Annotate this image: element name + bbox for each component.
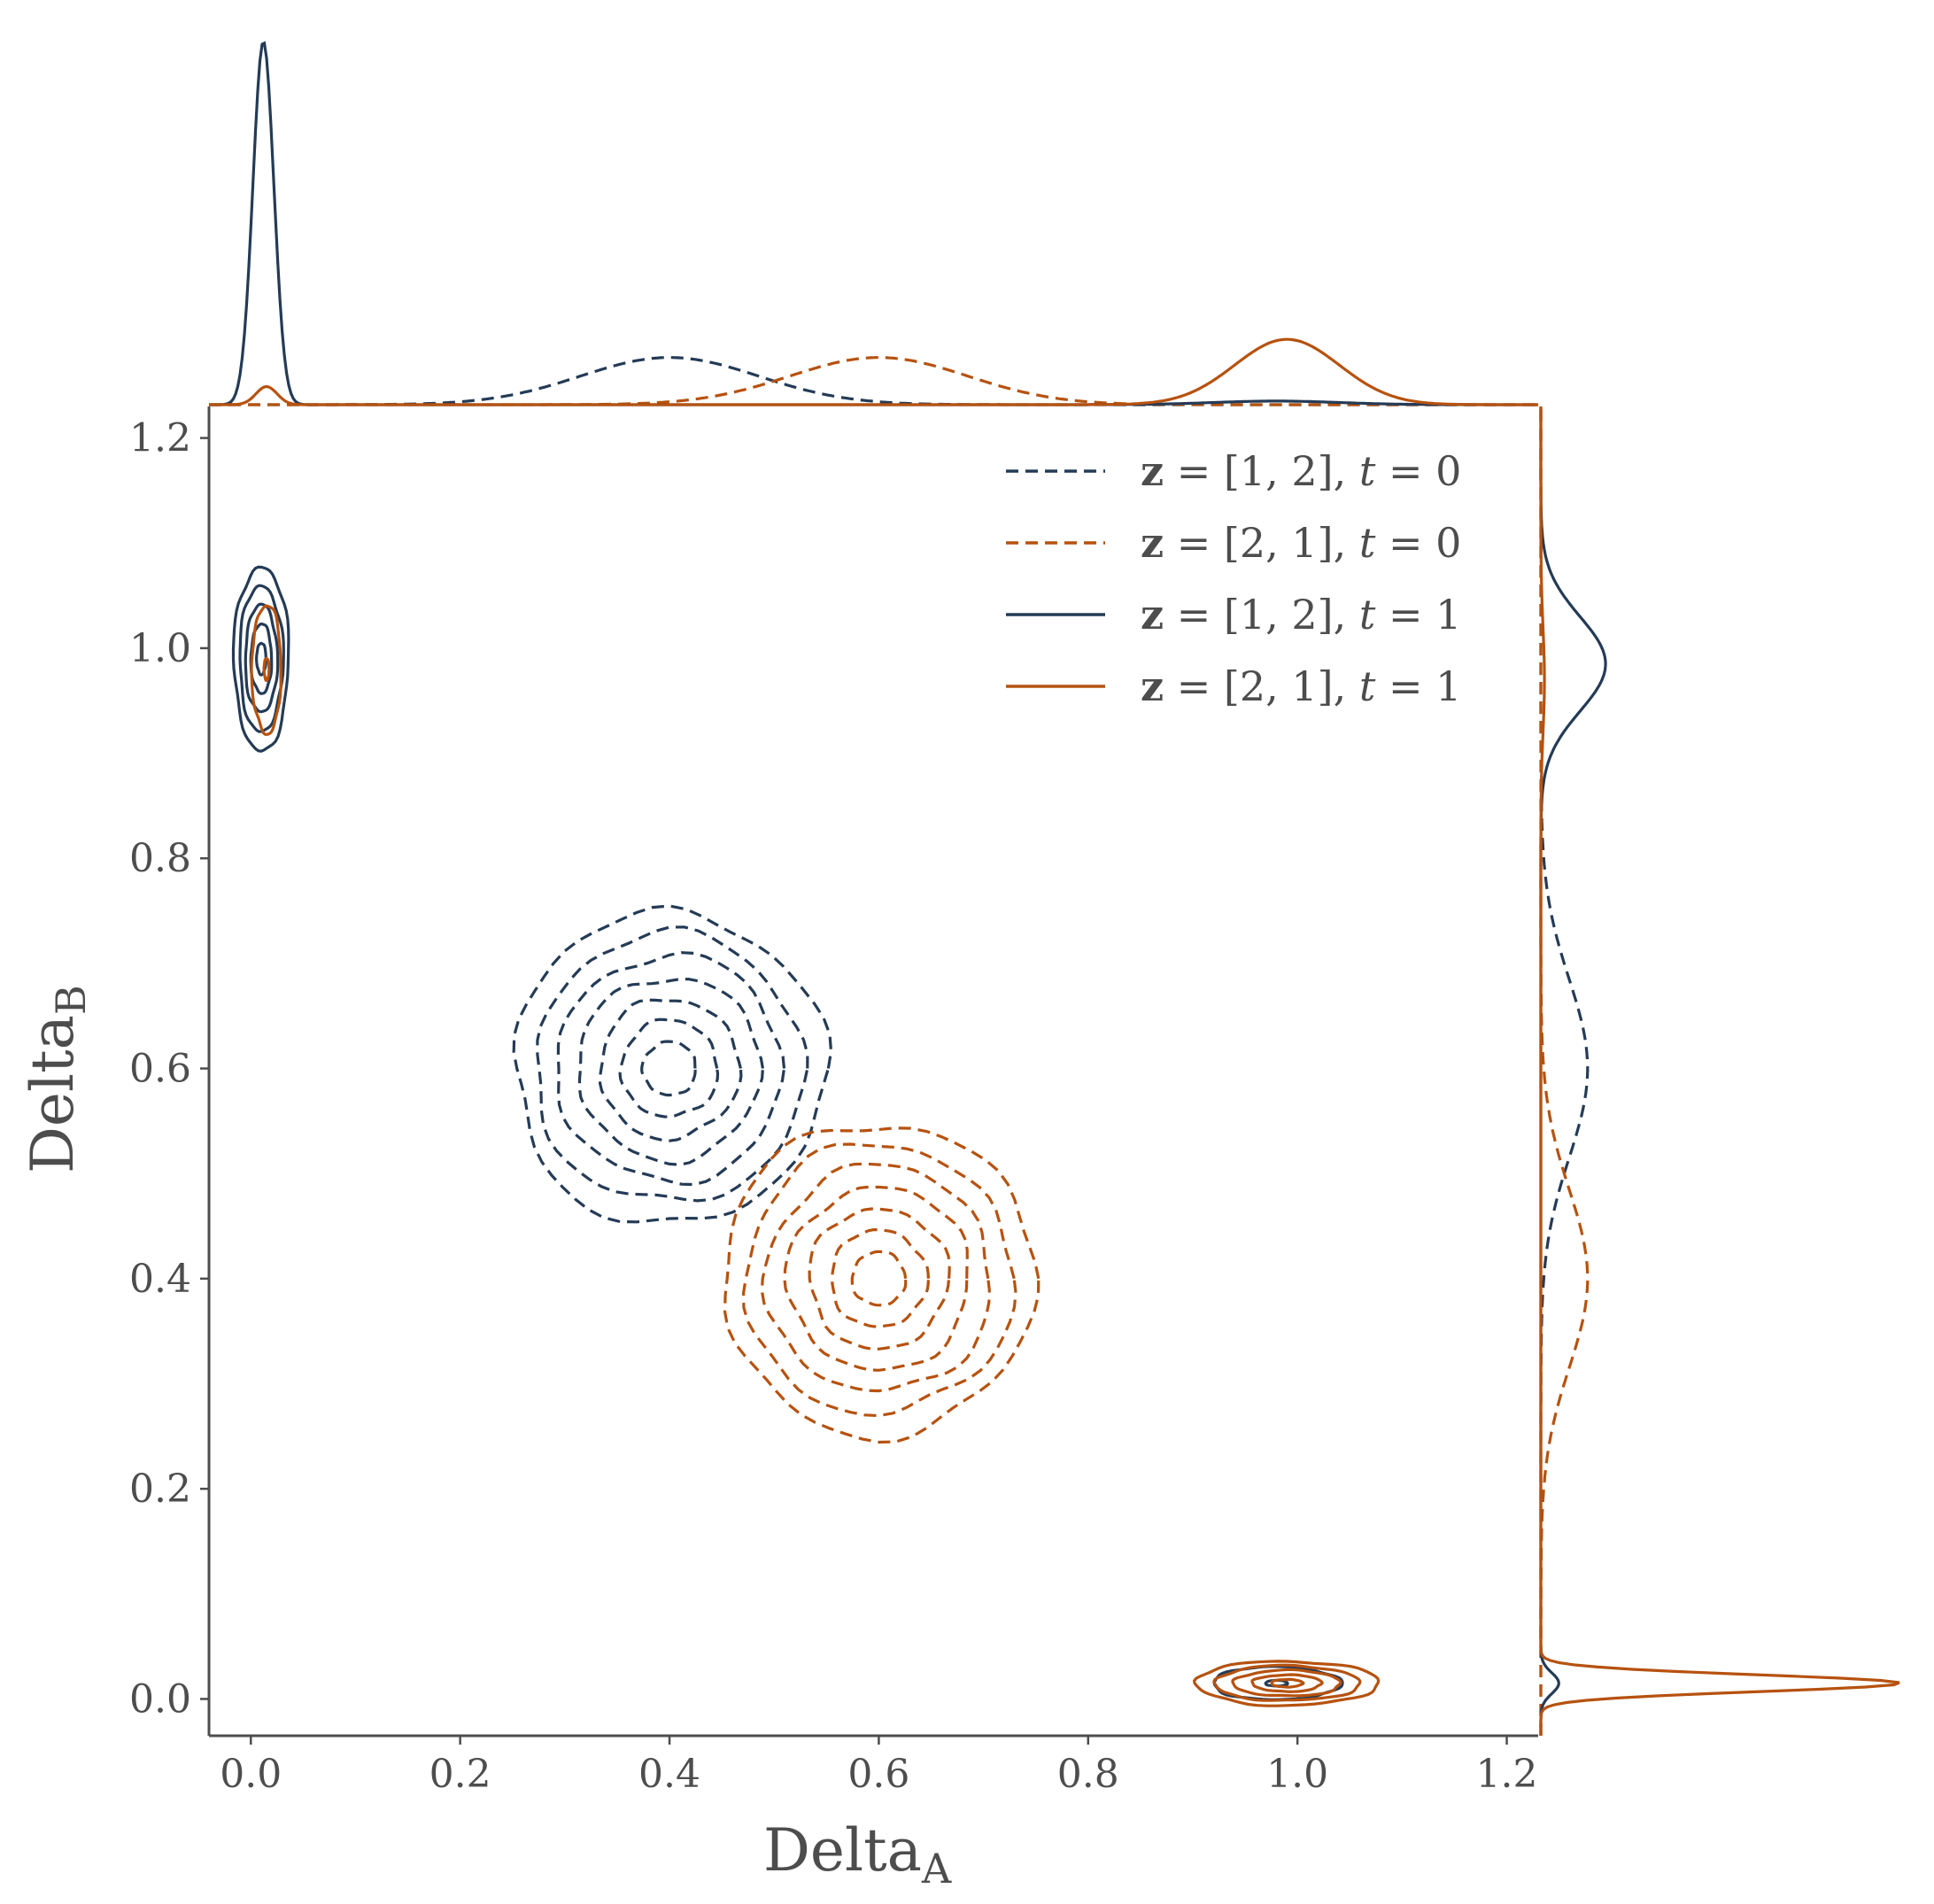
legend: z = [1, 2], t = 0 z = [2, 1], t = 0 z = [1… bbox=[1006, 447, 1461, 710]
right-marginal-curve bbox=[1539, 406, 1590, 1736]
contour-line bbox=[760, 1162, 991, 1393]
contour-layer bbox=[231, 565, 1381, 1707]
legend-label: z = [2, 1], t = 1 bbox=[1141, 662, 1461, 710]
contour-line bbox=[808, 1207, 951, 1351]
y-tick-label: 1.2 bbox=[129, 416, 191, 461]
right-marginal-curve bbox=[1539, 406, 1900, 1736]
contour-line bbox=[512, 904, 833, 1224]
top-marginal-curve bbox=[209, 41, 1538, 406]
contour-line bbox=[231, 565, 290, 753]
y-tick-label: 0.0 bbox=[129, 1676, 191, 1722]
contour-line bbox=[250, 604, 282, 737]
legend-label: z = [1, 2], t = 1 bbox=[1141, 591, 1461, 639]
contour-line bbox=[1270, 1677, 1305, 1689]
contour-line bbox=[1250, 1673, 1324, 1693]
right-marginal-curve bbox=[1539, 406, 1590, 1736]
contour-line bbox=[556, 951, 786, 1187]
contour-line bbox=[536, 925, 809, 1203]
right-marginal-curve bbox=[1539, 406, 1607, 1736]
contour-line bbox=[238, 584, 285, 733]
right-marginal-density bbox=[1539, 406, 1900, 1736]
x-axis-title: DeltaA bbox=[763, 1816, 952, 1892]
x-tick-label: 1.0 bbox=[1266, 1752, 1328, 1797]
contour-line bbox=[741, 1142, 1017, 1418]
contour-line bbox=[262, 656, 271, 683]
contour-line bbox=[1231, 1668, 1342, 1698]
y-tick-label: 0.4 bbox=[129, 1257, 191, 1302]
contour-line bbox=[577, 977, 765, 1166]
x-tick-label: 0.2 bbox=[429, 1752, 491, 1797]
main-axes: 0.0 0.2 0.4 0.6 0.8 1.0 1.2 0.0 0.2 0.4 0.6 0.8 1.0… bbox=[129, 406, 1538, 1797]
contour-line bbox=[850, 1250, 908, 1307]
y-axis-title: DeltaB bbox=[19, 985, 95, 1173]
top-marginal-curve bbox=[209, 337, 1538, 406]
x-tick-label: 0.6 bbox=[847, 1752, 909, 1797]
x-tick-label: 1.2 bbox=[1476, 1752, 1538, 1797]
legend-label: z = [2, 1], t = 0 bbox=[1141, 519, 1461, 567]
contour-line bbox=[783, 1185, 969, 1372]
contour-line bbox=[1212, 1663, 1362, 1702]
y-tick-label: 0.8 bbox=[129, 836, 191, 881]
top-marginal-density bbox=[209, 41, 1538, 406]
y-tick-label: 1.0 bbox=[129, 626, 191, 671]
contour-line bbox=[244, 602, 280, 714]
y-tick-label: 0.2 bbox=[129, 1467, 191, 1512]
x-tick-label: 0.4 bbox=[638, 1752, 700, 1797]
x-ticks: 0.0 0.2 0.4 0.6 0.8 1.0 1.2 bbox=[220, 1736, 1538, 1797]
y-tick-label: 0.6 bbox=[129, 1047, 191, 1092]
legend-label: z = [1, 2], t = 0 bbox=[1141, 447, 1461, 495]
contour-line bbox=[640, 1040, 697, 1097]
x-tick-label: 0.0 bbox=[220, 1752, 282, 1797]
contour-line bbox=[598, 998, 743, 1142]
x-tick-label: 0.8 bbox=[1057, 1752, 1119, 1797]
contour-line bbox=[1192, 1660, 1381, 1707]
y-ticks: 0.0 0.2 0.4 0.6 0.8 1.0 1.2 bbox=[129, 416, 209, 1722]
contour-line bbox=[618, 1018, 720, 1118]
contour-line bbox=[830, 1228, 931, 1328]
contour-line bbox=[723, 1126, 1040, 1444]
